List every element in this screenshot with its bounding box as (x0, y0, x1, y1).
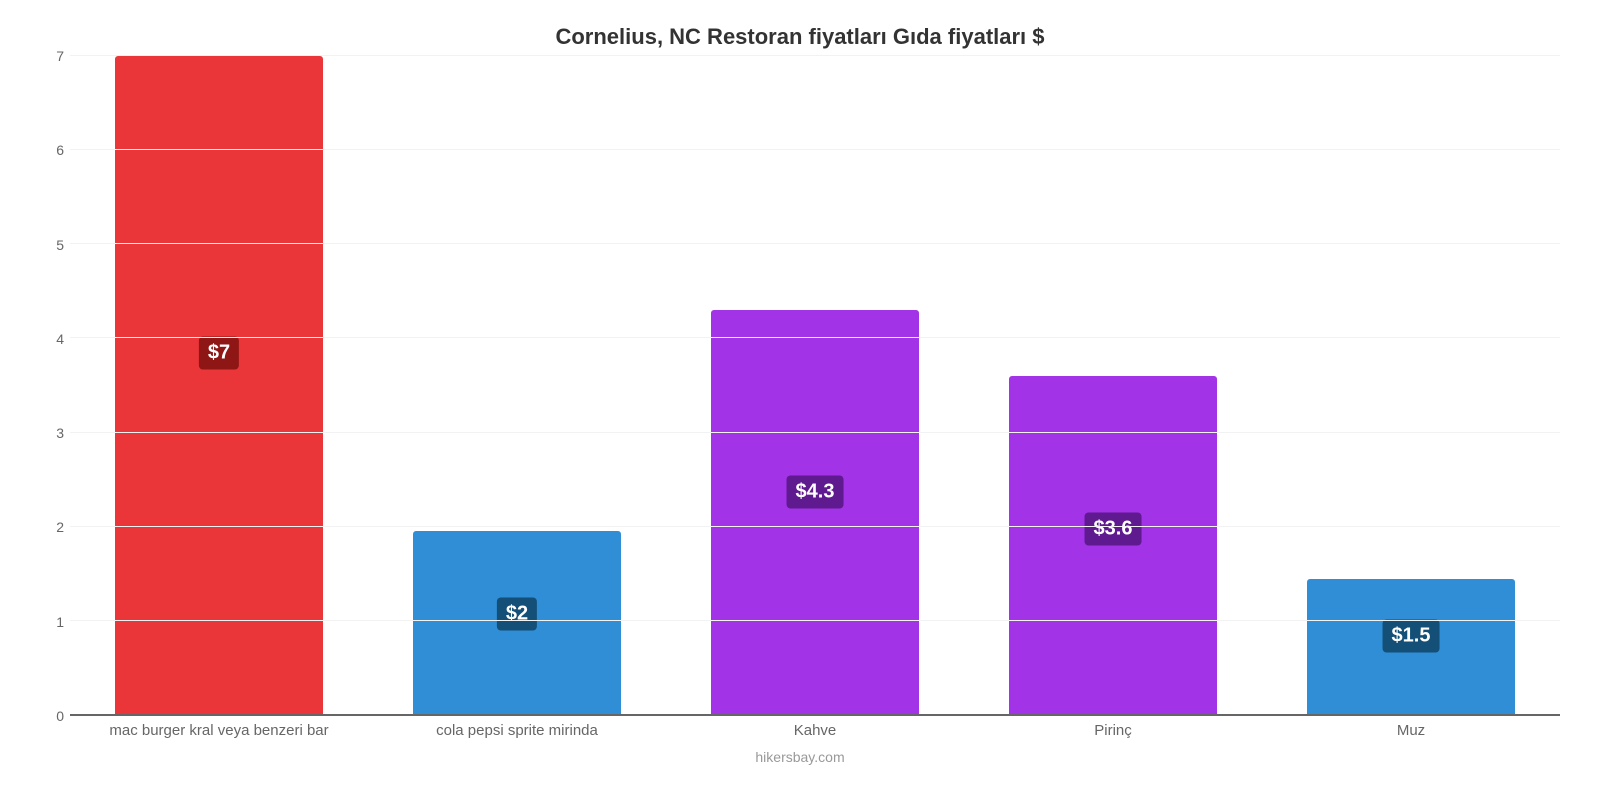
y-tick-label: 6 (56, 142, 64, 158)
bar-value-label: $2 (497, 598, 537, 631)
chart-title: Cornelius, NC Restoran fiyatları Gıda fi… (40, 24, 1560, 50)
y-axis: 01234567 (40, 56, 70, 716)
bar-slot: $2 (368, 56, 666, 715)
bar (711, 310, 920, 715)
y-tick-label: 4 (56, 331, 64, 347)
bar-slot: $1.5 (1262, 56, 1560, 715)
bars-container: $7 $2 $4.3 $3.6 $1.5 (70, 56, 1560, 715)
bar-slot: $3.6 (964, 56, 1262, 715)
y-tick-label: 0 (56, 708, 64, 724)
grid-line (70, 149, 1560, 150)
x-axis-label: Pirinç (964, 716, 1262, 739)
chart-caption: hikersbay.com (40, 749, 1560, 765)
grid-line (70, 620, 1560, 621)
grid-line (70, 243, 1560, 244)
grid-line (70, 526, 1560, 527)
plot-area: 01234567 $7$2$4.3$3.6$1.5 (40, 56, 1560, 716)
y-tick-label: 5 (56, 237, 64, 253)
bar-value-label: $7 (199, 336, 239, 369)
grid-line (70, 432, 1560, 433)
grid-line (70, 55, 1560, 56)
x-axis-label: cola pepsi sprite mirinda (368, 716, 666, 739)
x-axis-label: mac burger kral veya benzeri bar (70, 716, 368, 739)
plot: $7 $2 $4.3 $3.6 $1.5 (70, 56, 1560, 716)
x-axis-label: Muz (1262, 716, 1560, 739)
bar-value-label: $4.3 (787, 476, 844, 509)
bar (1009, 376, 1218, 715)
y-tick-label: 3 (56, 425, 64, 441)
y-tick-label: 7 (56, 48, 64, 64)
y-tick-label: 1 (56, 614, 64, 630)
x-axis-label: Kahve (666, 716, 964, 739)
grid-line (70, 337, 1560, 338)
bar-slot: $7 (70, 56, 368, 715)
bar-slot: $4.3 (666, 56, 964, 715)
bar (115, 56, 324, 715)
x-axis: mac burger kral veya benzeri barcola pep… (70, 716, 1560, 739)
price-bar-chart: Cornelius, NC Restoran fiyatları Gıda fi… (0, 0, 1600, 800)
bar-value-label: $3.6 (1085, 512, 1142, 545)
grid-line (70, 714, 1560, 715)
bar-value-label: $1.5 (1383, 619, 1440, 652)
y-tick-label: 2 (56, 519, 64, 535)
